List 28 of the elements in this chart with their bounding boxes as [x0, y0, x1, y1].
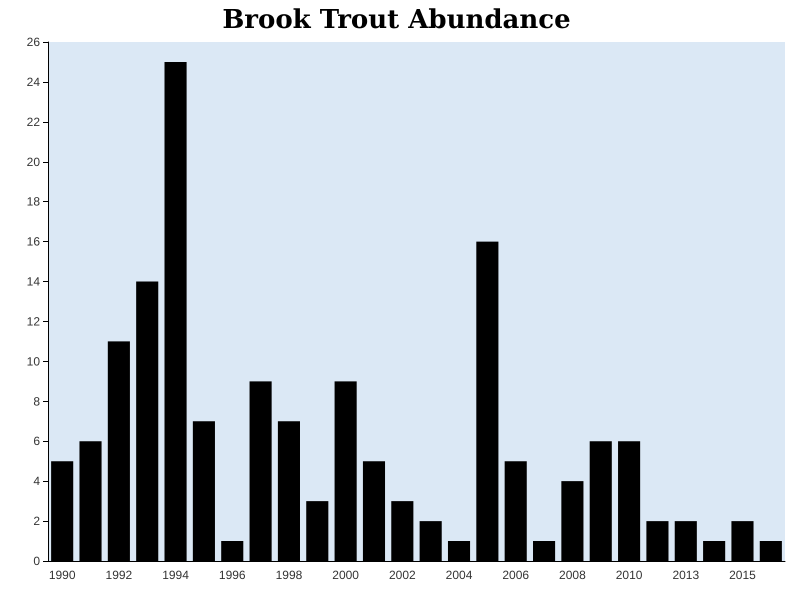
x-tick-label: 2015 — [729, 568, 756, 582]
y-tick-label: 26 — [26, 35, 40, 49]
x-tick-label: 2002 — [388, 568, 416, 582]
x-tick-label: 2004 — [446, 568, 473, 582]
y-tick-label: 8 — [33, 394, 40, 408]
x-tick-label: 1998 — [276, 568, 303, 582]
y-tick-label: 0 — [33, 554, 40, 568]
y-tick-label: 20 — [26, 154, 40, 169]
chart-title: Brook Trout Abundance — [222, 5, 571, 35]
y-tick-label: 12 — [26, 314, 40, 328]
y-tick-label: 2 — [33, 514, 40, 528]
x-tick-label: 1992 — [106, 568, 133, 582]
y-tick-label: 24 — [26, 74, 40, 89]
y-tick-label: 6 — [33, 434, 40, 448]
x-tick-label: 2000 — [332, 568, 360, 582]
x-tick-label: 2010 — [616, 568, 643, 582]
y-tick-label: 22 — [26, 114, 40, 129]
x-tick-label: 2008 — [559, 568, 586, 582]
x-tick-label: 2013 — [672, 568, 700, 582]
y-tick-label: 14 — [26, 274, 40, 289]
x-tick-label: 1990 — [48, 568, 76, 582]
x-tick-label: 2006 — [502, 568, 530, 582]
y-tick-label: 16 — [26, 234, 40, 249]
x-tick-label: 1996 — [218, 568, 246, 582]
x-tick-label: 1994 — [162, 568, 190, 582]
y-tick-label: 4 — [33, 474, 40, 488]
y-tick-label: 18 — [26, 194, 40, 209]
y-tick-label: 10 — [26, 354, 40, 368]
